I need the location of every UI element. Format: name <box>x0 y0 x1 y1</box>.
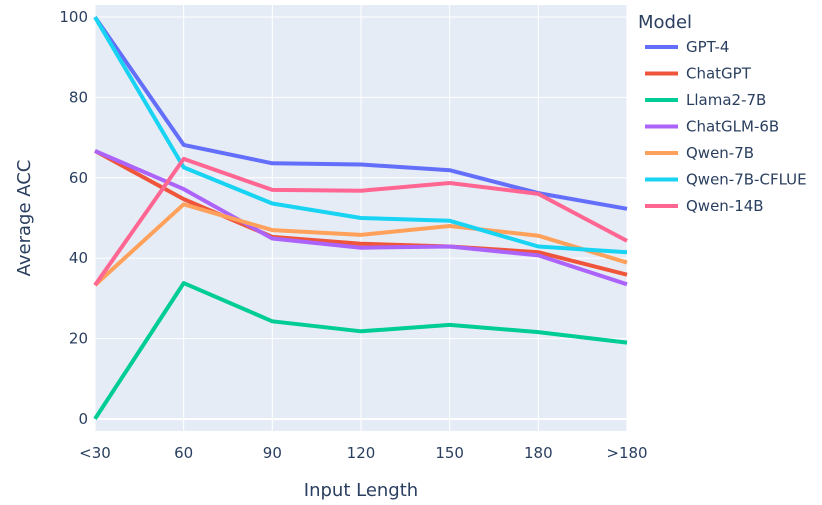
x-tick-label: 120 <box>347 444 376 462</box>
x-tick-label: 90 <box>263 444 282 462</box>
legend-item-label: ChatGPT <box>686 65 752 83</box>
y-tick-label: 80 <box>69 88 88 106</box>
series-line-llama2-7b <box>93 281 628 420</box>
legend-item-label: GPT-4 <box>686 38 729 56</box>
series-layer <box>93 15 628 420</box>
x-axis-ticks: <30 60 90 120 150 180 >180 <box>79 444 647 462</box>
x-tick-label: 180 <box>524 444 553 462</box>
y-tick-label: 0 <box>78 410 88 428</box>
y-axis-title: Average ACC <box>14 160 35 277</box>
legend-item-label: Qwen-7B <box>686 144 754 162</box>
legend: Model GPT-4 ChatGPT Llama2-7B ChatGLM-6B Qwe… <box>638 12 807 215</box>
legend-item-label: Qwen-7B-CFLUE <box>686 171 807 189</box>
series-line-qwen-7b-cflue <box>93 16 628 255</box>
series-line-chatglm-6b <box>94 149 628 287</box>
series-line-qwen-14b <box>93 156 628 287</box>
y-tick-label: 20 <box>69 330 88 348</box>
y-tick-label: 40 <box>69 249 88 267</box>
y-tick-label: 60 <box>69 169 88 187</box>
legend-item-label: Llama2-7B <box>686 91 766 109</box>
x-tick-label: <30 <box>79 444 111 462</box>
legend-title: Model <box>638 12 692 33</box>
x-tick-label: >180 <box>606 444 647 462</box>
y-tick-label: 100 <box>59 8 88 26</box>
y-axis-ticks: 0 20 40 60 80 100 <box>59 8 88 428</box>
x-axis-title: Input Length <box>304 480 418 501</box>
series-line-qwen-7b <box>93 202 628 287</box>
x-tick-label: 150 <box>435 444 464 462</box>
grid <box>94 5 628 431</box>
x-tick-label: 60 <box>174 444 193 462</box>
legend-item-label: Qwen-14B <box>686 197 764 215</box>
legend-item-label: ChatGLM-6B <box>686 118 779 136</box>
series-line-chatgpt <box>94 149 628 277</box>
